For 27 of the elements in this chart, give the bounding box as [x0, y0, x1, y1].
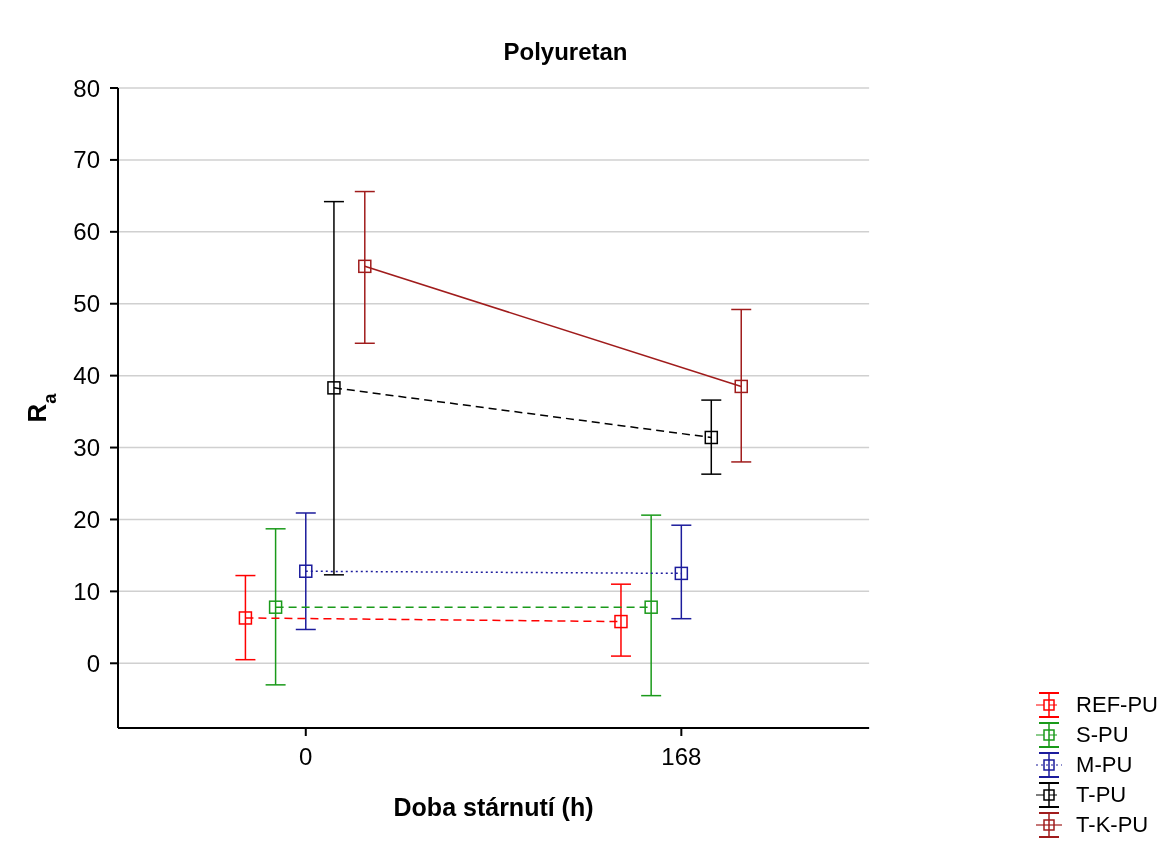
chart-title: Polyuretan	[502, 38, 629, 66]
legend-label: T-PU	[1076, 782, 1127, 808]
x-tick-label: 168	[661, 743, 702, 771]
legend-label: M-PU	[1076, 752, 1133, 778]
point	[734, 379, 748, 394]
y-tick-label: 0	[86, 649, 100, 677]
point	[268, 600, 283, 614]
point	[238, 611, 253, 625]
legend-label: T-K-PU	[1076, 812, 1149, 838]
y-tick-label: 60	[73, 218, 100, 246]
y-tick-label: 20	[73, 505, 100, 533]
y-tick-label: 70	[73, 146, 100, 174]
x-axis-title: Doba stárnutí (h)	[393, 793, 594, 821]
y-tick-label: 80	[73, 74, 100, 102]
y-tick-label: 10	[73, 577, 100, 605]
point	[358, 259, 372, 274]
legend-label: S-PU	[1076, 722, 1129, 748]
y-tick-label: 50	[73, 290, 100, 318]
point	[644, 600, 658, 614]
point	[327, 381, 341, 395]
y-tick-label: 40	[73, 362, 100, 390]
y-tick-label: 30	[73, 434, 100, 462]
point	[299, 564, 313, 578]
point	[674, 566, 689, 581]
point	[614, 614, 628, 629]
point	[704, 430, 719, 445]
legend-label: REF-PU	[1076, 692, 1158, 718]
